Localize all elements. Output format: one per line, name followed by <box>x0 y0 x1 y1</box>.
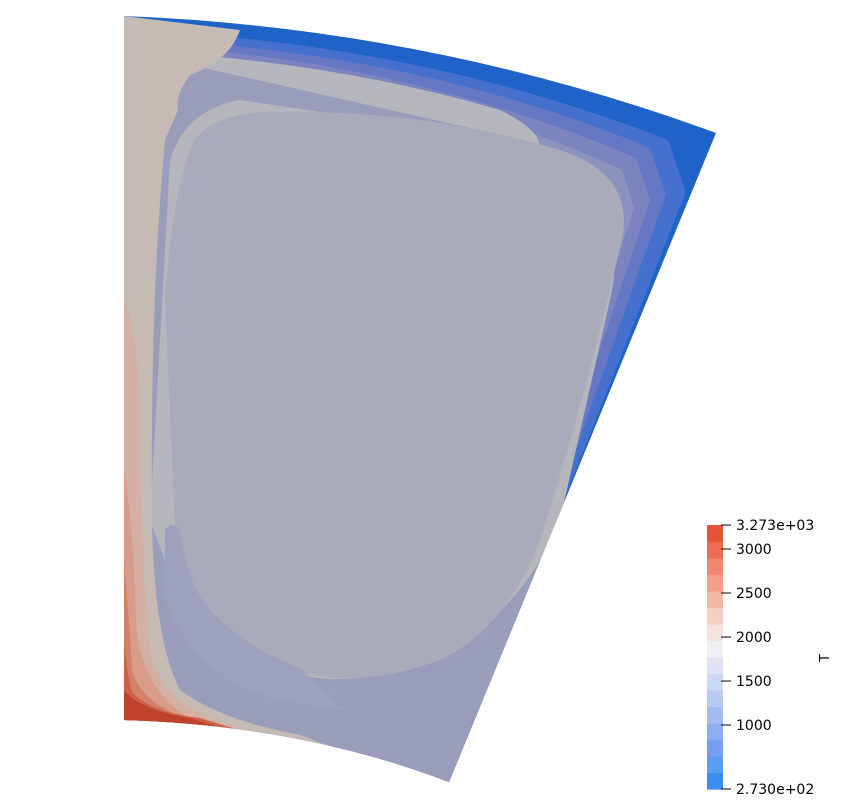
scalar-bar-band <box>707 591 723 609</box>
scalar-bar-band <box>707 723 723 741</box>
contour-band-lobe <box>165 525 345 710</box>
temperature-field <box>124 16 716 782</box>
scalar-bar-band <box>707 706 723 724</box>
scalar-bar-bands <box>707 525 723 790</box>
scalar-bar-band <box>707 690 723 708</box>
scalar-bar-band <box>707 525 723 543</box>
contour-band-interior <box>165 111 624 679</box>
scalar-bar: 3.273e+03 3000 2500 2000 1500 1000 2.730e+02 T <box>707 518 833 798</box>
scalar-bar-band <box>707 739 723 757</box>
scalar-bar-band <box>707 624 723 642</box>
scalar-bar-band <box>707 756 723 774</box>
scalar-bar-band <box>707 541 723 559</box>
scalar-bar-tick-label: 1500 <box>736 674 772 690</box>
scalar-bar-tick-label: 1000 <box>736 718 772 734</box>
scalar-bar-variable-label: T <box>818 654 833 663</box>
scalar-bar-band <box>707 640 723 658</box>
scalar-bar-tick-label: 2000 <box>736 630 772 646</box>
scalar-bar-tick-label: 3.273e+03 <box>736 518 814 534</box>
scalar-bar-band <box>707 673 723 691</box>
scalar-bar-band <box>707 607 723 625</box>
scalar-bar-band <box>707 772 723 790</box>
scalar-bar-band <box>707 657 723 675</box>
scalar-bar-tick-label: 3000 <box>736 542 772 558</box>
scalar-bar-band <box>707 574 723 592</box>
scalar-bar-band <box>707 558 723 576</box>
scalar-bar-tick-label: 2500 <box>736 586 772 602</box>
scalar-bar-ticks: 3.273e+03 3000 2500 2000 1500 1000 2.730e+02 <box>721 518 814 798</box>
scalar-bar-tick-label: 2.730e+02 <box>736 782 814 798</box>
